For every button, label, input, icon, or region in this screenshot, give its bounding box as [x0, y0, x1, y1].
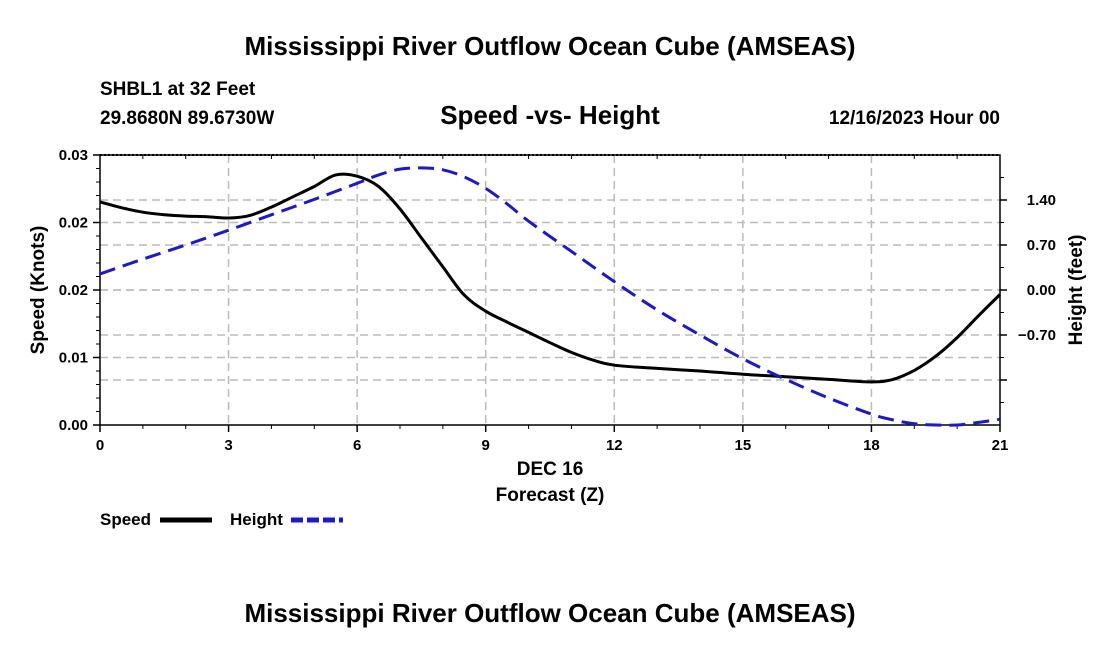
chart-subtitle: Speed -vs- Height	[440, 100, 660, 130]
series-height-line	[99, 166, 1001, 427]
chart-main-title: Mississippi River Outflow Ocean Cube (AM…	[244, 31, 855, 61]
x-tick-label: 21	[992, 437, 1009, 454]
y-left-tick-label: 0.03	[59, 147, 88, 164]
y-right-axis-label: Height (feet)	[1066, 235, 1087, 346]
y-left-tick-label: 0.01	[59, 350, 88, 367]
x-axis-ticks: 0 3 6 9 12 15 18 21	[96, 155, 1009, 454]
x-axis-label: Forecast (Z)	[496, 485, 605, 506]
x-tick-label: 3	[224, 437, 232, 454]
x-axis-date-label: DEC 16	[517, 459, 584, 480]
series-speed-line	[99, 172, 1002, 384]
legend-height-label: Height	[230, 510, 283, 529]
x-tick-label: 9	[482, 437, 490, 454]
y-left-axis-label: Speed (Knots)	[28, 226, 49, 355]
y-left-tick-label: 0.00	[59, 417, 88, 434]
y-right-tick-label: 0.70	[1027, 237, 1056, 254]
station-coords: 29.8680N 89.6730W	[100, 108, 274, 129]
y-left-axis-ticks: 0.00 0.01 0.02 0.02 0.03	[59, 147, 100, 434]
grid-lines	[100, 155, 1000, 425]
forecast-datetime: 12/16/2023 Hour 00	[829, 108, 1000, 129]
y-right-axis-ticks: −0.70 0.00 0.70 1.40	[1000, 177, 1056, 403]
x-tick-label: 12	[606, 437, 623, 454]
y-right-tick-label: 0.00	[1027, 282, 1056, 299]
y-left-tick-label: 0.02	[59, 282, 88, 299]
x-tick-label: 6	[353, 437, 361, 454]
station-name: SHBL1 at 32 Feet	[100, 79, 256, 100]
legend-speed-label: Speed	[100, 510, 151, 529]
x-tick-label: 15	[735, 437, 752, 454]
y-right-tick-label: −0.70	[1018, 327, 1056, 344]
bottom-chart-title: Mississippi River Outflow Ocean Cube (AM…	[244, 598, 856, 628]
y-left-tick-label: 0.02	[59, 215, 88, 232]
x-tick-label: 0	[96, 437, 104, 454]
y-right-tick-label: 1.40	[1027, 192, 1056, 209]
x-tick-label: 18	[863, 437, 880, 454]
